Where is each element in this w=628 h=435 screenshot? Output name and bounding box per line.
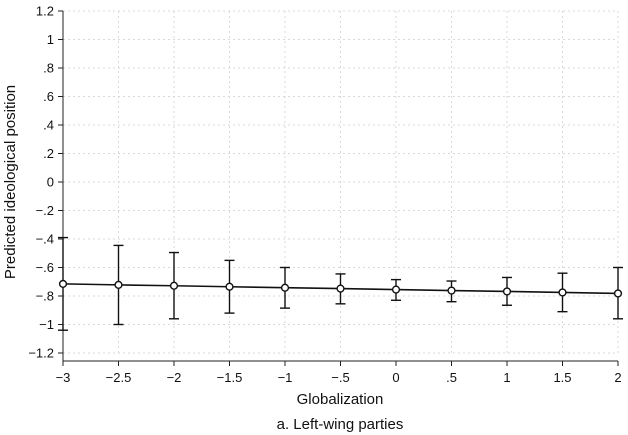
- y-tick-label: −.6: [36, 260, 54, 275]
- y-tick-label: 1: [47, 32, 54, 47]
- y-tick-label: 1.2: [36, 4, 54, 19]
- x-tick-label: −1.5: [217, 370, 243, 385]
- x-tick-label: −3: [56, 370, 71, 385]
- data-point: [613, 289, 623, 298]
- data-point: [391, 285, 401, 294]
- y-tick-label: .2: [43, 146, 54, 161]
- tick-labels: 1.2 1 .8 .6 .4 .2 0 −.2 −.4 −.6 −.8 −1 −1.2−3 −2.5 −2 −…: [28, 4, 621, 386]
- y-tick-label: −1: [39, 317, 54, 332]
- x-tick-label: 2: [614, 370, 621, 385]
- x-tick-label: .5: [446, 370, 457, 385]
- x-tick-label: −2: [167, 370, 182, 385]
- y-tick-label: .8: [43, 61, 54, 76]
- data-point: [502, 287, 512, 296]
- y-tick-label: 0: [47, 175, 54, 190]
- data-point: [558, 288, 567, 297]
- data-point: [58, 279, 68, 288]
- data-point: [280, 283, 290, 292]
- x-axis-title: Globalization: [297, 391, 384, 408]
- series: [58, 236, 623, 331]
- x-tick-label: 1: [503, 370, 510, 385]
- y-axis-title: Predicted ideological position: [2, 85, 19, 279]
- y-tick-label: .4: [43, 118, 54, 133]
- y-tick-label: −.2: [36, 203, 54, 218]
- data-point: [225, 282, 234, 291]
- data-point: [114, 280, 123, 289]
- y-tick-label: −.8: [36, 289, 54, 304]
- y-tick-label: .6: [43, 89, 54, 104]
- data-point: [447, 286, 456, 295]
- chart-caption: a. Left-wing parties: [277, 416, 404, 433]
- x-tick-label: 1.5: [553, 370, 571, 385]
- x-tick-label: 0: [392, 370, 399, 385]
- y-tick-label: −1.2: [28, 346, 54, 361]
- data-point: [169, 281, 179, 290]
- x-tick-label: −1: [278, 370, 293, 385]
- axes: [58, 10, 619, 366]
- y-tick-label: −.4: [36, 232, 54, 247]
- x-tick-label: −.5: [331, 370, 349, 385]
- x-tick-label: −2.5: [106, 370, 132, 385]
- data-point: [336, 284, 345, 293]
